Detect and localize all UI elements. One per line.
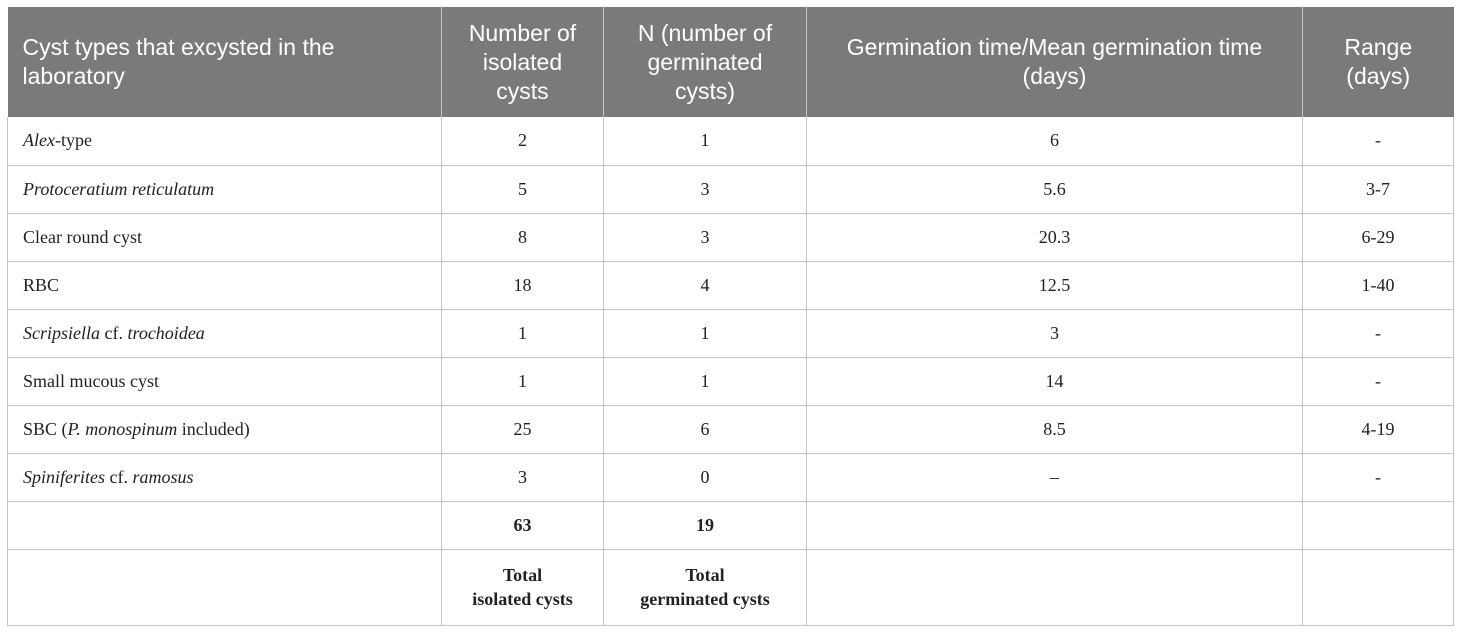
cell-germination-time: 12.5: [806, 261, 1303, 310]
header-germinated-cysts: N (number of germinated cysts): [603, 7, 807, 117]
cyst-type-name-part: SBC (: [23, 418, 68, 439]
cell-cyst-type: Small mucous cyst: [7, 357, 442, 406]
cell-germination-time: 8.5: [806, 405, 1303, 454]
cell-germinated-cysts: 3: [603, 165, 807, 214]
cell-germinated-cysts: 3: [603, 213, 807, 262]
cell-range: 1-40: [1302, 261, 1454, 310]
cell-isolated-cysts: 5: [441, 165, 604, 214]
table-row: SBC (P. monospinum included) 25 6 8.5 4-19: [7, 405, 1454, 454]
cyst-type-name-part: Alex: [23, 130, 55, 151]
cell-cyst-type: Alex-type: [7, 117, 442, 166]
totals-label-empty-cell: [806, 549, 1303, 626]
cell-cyst-type: Scripsiella cf. trochoidea: [7, 309, 442, 358]
cyst-type-name-part: included): [177, 418, 250, 439]
totals-row: 63 19: [7, 501, 1454, 550]
cell-range: -: [1302, 453, 1454, 502]
cell-cyst-type: Clear round cyst: [7, 213, 442, 262]
total-isolated-label: Total isolated cysts: [441, 549, 604, 626]
table-row: Spiniferites cf. ramosus 3 0– -: [7, 453, 1454, 502]
header-range: Range (days): [1302, 7, 1454, 117]
cell-isolated-cysts: 2: [441, 117, 604, 166]
total-isolated-value: 63: [441, 501, 604, 550]
cell-isolated-cysts: 8: [441, 213, 604, 262]
cyst-type-name-part: -type: [54, 130, 92, 151]
cell-germinated-cysts: 6: [603, 405, 807, 454]
total-germinated-value: 19: [603, 501, 807, 550]
cell-germinated-cysts: 4: [603, 261, 807, 310]
header-row: Cyst types that excysted in the laborato…: [7, 7, 1454, 117]
cyst-type-name-part: Protoceratium reticulatum: [23, 178, 215, 199]
table-row: Small mucous cyst 1 1 14-: [7, 357, 1454, 406]
cell-isolated-cysts: 1: [441, 309, 604, 358]
cyst-type-name-part: RBC: [23, 274, 60, 295]
table-row: Clear round cyst 8 3 20.3 6-29: [7, 213, 1454, 262]
cyst-germination-table: Cyst types that excysted in the laborato…: [7, 7, 1454, 626]
cell-range: 6-29: [1302, 213, 1454, 262]
totals-label-empty-cell: [7, 549, 442, 626]
cell-germinated-cysts: 1: [603, 309, 807, 358]
total-germinated-label-line-2: germinated cysts: [640, 589, 770, 609]
table-row: Scripsiella cf. trochoidea 1 1 3-: [7, 309, 1454, 358]
header-cyst-types: Cyst types that excysted in the laborato…: [7, 7, 442, 117]
cyst-type-name-part: Small mucous cyst: [23, 370, 159, 391]
totals-empty-cell: [806, 501, 1303, 550]
cell-isolated-cysts: 18: [441, 261, 604, 310]
total-germinated-label-line-1: Total: [685, 565, 725, 585]
total-isolated-label-line-2: isolated cysts: [472, 589, 573, 609]
cell-range: -: [1302, 357, 1454, 406]
table-row: Alex-type 2 1 6-: [7, 117, 1454, 166]
cell-cyst-type: SBC (P. monospinum included): [7, 405, 442, 454]
cyst-type-name-part: P. monospinum: [67, 418, 178, 439]
cyst-type-name-part: ramosus: [132, 466, 194, 487]
cyst-type-name-part: Scripsiella: [23, 322, 100, 343]
cyst-type-name-part: cf.: [100, 322, 128, 343]
cell-cyst-type: RBC: [7, 261, 442, 310]
cell-germinated-cysts: 1: [603, 357, 807, 406]
table-row: Protoceratium reticulatum 5 3 5.6 3-7: [7, 165, 1454, 214]
cyst-type-name-part: Spiniferites: [23, 466, 105, 487]
totals-label-empty-cell: [1302, 549, 1454, 626]
table-header: Cyst types that excysted in the laborato…: [7, 7, 1454, 117]
cell-germination-time: 20.3: [806, 213, 1303, 262]
table-body: Alex-type 2 1 6- Protoceratium reticulatum 5 3…: [7, 117, 1454, 626]
cell-range: 4-19: [1302, 405, 1454, 454]
cell-range: 3-7: [1302, 165, 1454, 214]
header-isolated-cysts: Number of isolated cysts: [441, 7, 604, 117]
total-germinated-label: Total germinated cysts: [603, 549, 807, 626]
cell-range: -: [1302, 309, 1454, 358]
cell-germination-time: 6: [806, 117, 1303, 166]
total-isolated-label-line-1: Total: [502, 565, 543, 585]
cell-germination-time: –: [806, 453, 1303, 502]
table-row: RBC 18 4 12.5 1-40: [7, 261, 1454, 310]
cell-range: -: [1302, 117, 1454, 166]
cyst-type-name-part: cf.: [105, 466, 133, 487]
cell-cyst-type: Spiniferites cf. ramosus: [7, 453, 442, 502]
totals-empty-cell: [7, 501, 442, 550]
cell-isolated-cysts: 25: [441, 405, 604, 454]
cell-cyst-type: Protoceratium reticulatum: [7, 165, 442, 214]
cell-germination-time: 3: [806, 309, 1303, 358]
cyst-type-name-part: trochoidea: [127, 322, 205, 343]
cell-germination-time: 14: [806, 357, 1303, 406]
header-germination-time: Germination time/Mean germination time (…: [806, 7, 1303, 117]
cell-isolated-cysts: 1: [441, 357, 604, 406]
cell-germinated-cysts: 1: [603, 117, 807, 166]
totals-empty-cell: [1302, 501, 1454, 550]
cell-germinated-cysts: 0: [603, 453, 807, 502]
cyst-type-name-part: Clear round cyst: [23, 226, 142, 247]
cell-isolated-cysts: 3: [441, 453, 604, 502]
cell-germination-time: 5.6: [806, 165, 1303, 214]
totals-label-row: Total isolated cysts Total germinated cy…: [7, 549, 1454, 626]
